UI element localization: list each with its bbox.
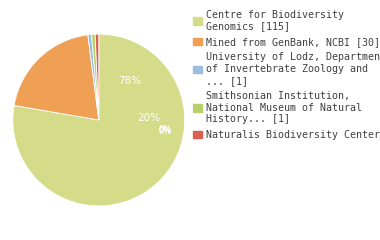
Wedge shape bbox=[13, 34, 185, 206]
Legend: Centre for Biodiversity
Genomics [115], Mined from GenBank, NCBI [30], Universit: Centre for Biodiversity Genomics [115], … bbox=[193, 10, 380, 140]
Text: 0%: 0% bbox=[158, 125, 172, 134]
Wedge shape bbox=[88, 34, 99, 120]
Wedge shape bbox=[95, 34, 99, 120]
Text: 0%: 0% bbox=[158, 126, 172, 135]
Wedge shape bbox=[14, 35, 99, 120]
Text: 78%: 78% bbox=[119, 76, 142, 86]
Text: 20%: 20% bbox=[137, 113, 160, 123]
Wedge shape bbox=[92, 34, 99, 120]
Text: 0%: 0% bbox=[158, 127, 171, 136]
